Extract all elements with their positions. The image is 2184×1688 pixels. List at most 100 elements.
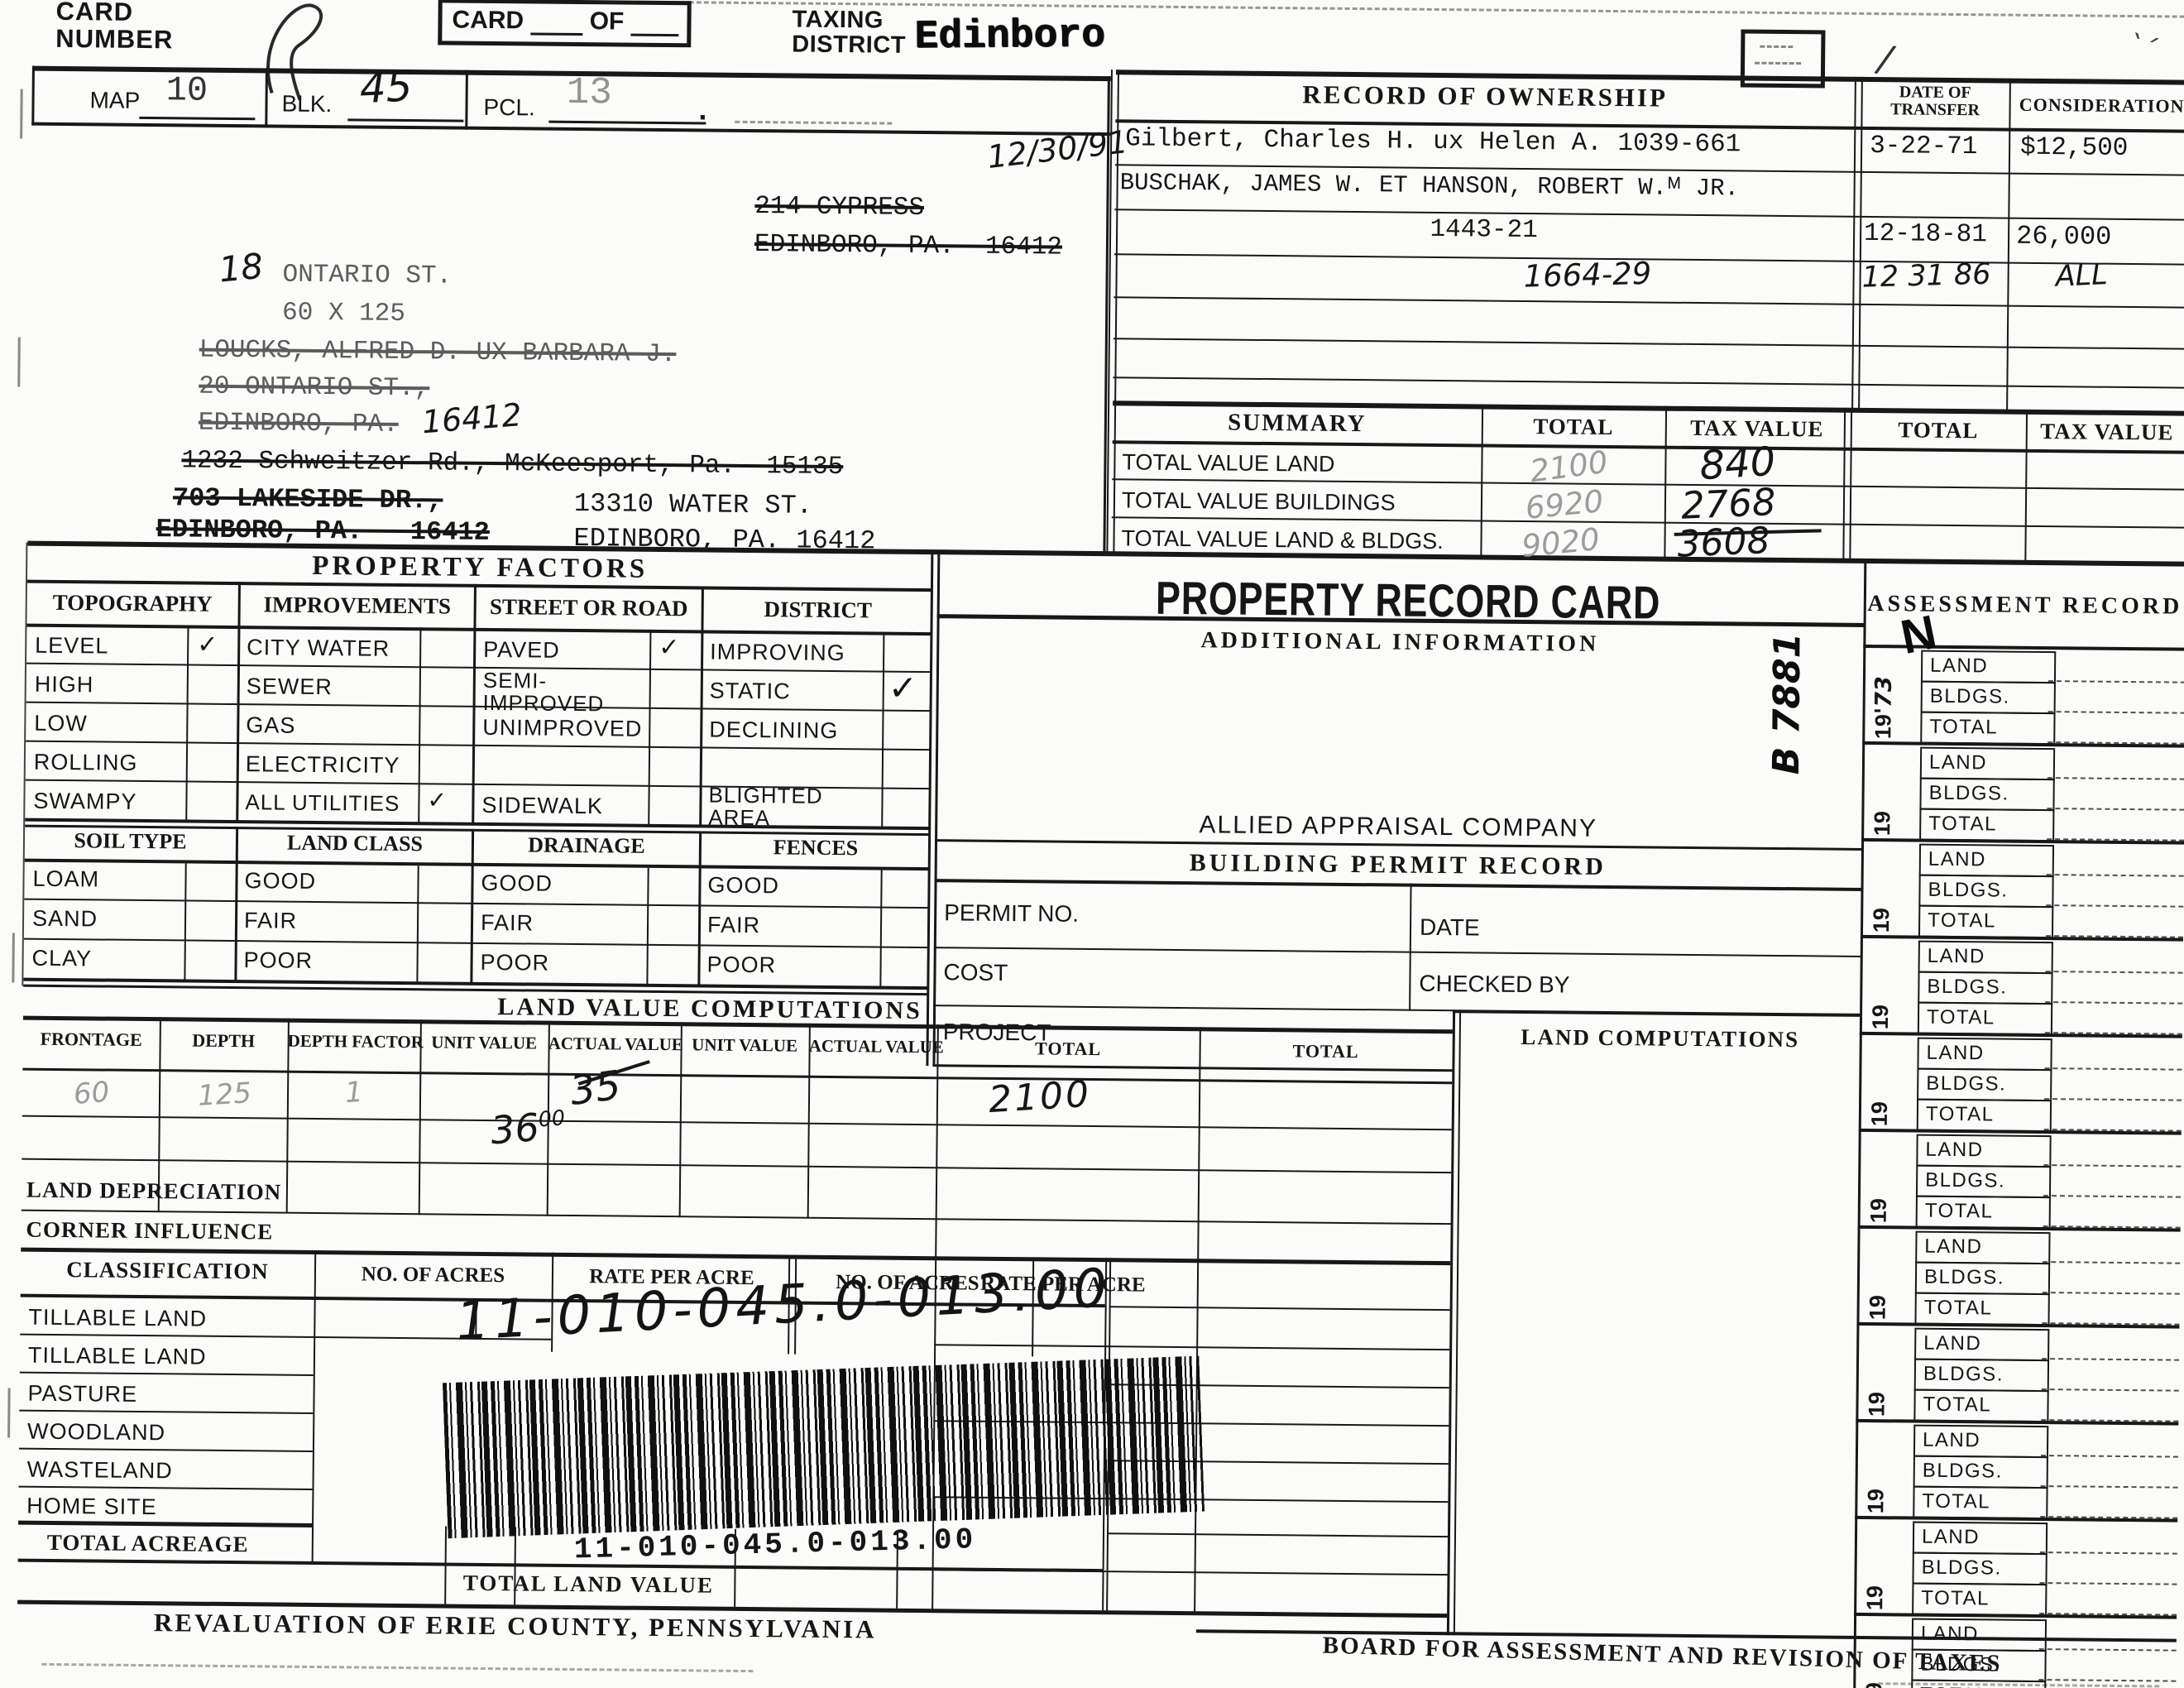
assessment-value-line	[2046, 874, 2184, 877]
lvc-unit-sup: 00	[537, 1105, 567, 1132]
old-address-1: 214 CYPRESS	[754, 192, 925, 223]
soil-header: SOIL TYPE	[74, 828, 187, 854]
ownership-consideration-col: CONSIDERATION	[2019, 94, 2184, 117]
stray-mark-slash: /	[1875, 37, 1894, 81]
assessment-year-prefix: 19	[1866, 1101, 1893, 1127]
assessment-year-label: 19	[1863, 1489, 1889, 1513]
summary-title: SUMMARY	[1227, 409, 1367, 438]
assessment-bldgs-label: BLDGS.	[1911, 1648, 2047, 1683]
of-label: OF	[589, 7, 625, 36]
classification-row: TILLABLE LAND	[27, 1342, 207, 1369]
rule-line	[933, 1005, 1455, 1012]
owner-row-consideration: $12,500	[2019, 132, 2129, 163]
rule-line	[735, 120, 893, 125]
card-number-label: CARD NUMBER	[55, 0, 174, 54]
owner-row-date: 3-22-71	[1869, 131, 1978, 162]
card-of-box: CARD OF	[438, 0, 692, 48]
new-street: 13310 WATER ST.	[573, 487, 813, 521]
assessment-total-label: TOTAL	[1912, 1582, 2048, 1617]
rule-line	[18, 1485, 313, 1490]
owner-row-name-hand: 1664-29	[1523, 255, 1652, 295]
acres-col-header: NO. OF ACRES	[361, 1263, 505, 1288]
assessment-total-label: TOTAL	[1915, 1195, 2051, 1230]
assessment-year-label: 19	[1866, 1295, 1891, 1320]
assessment-year-prefix: 19	[1867, 1004, 1894, 1030]
rule-line	[1113, 376, 2184, 389]
assessment-year-label: 19	[1866, 1198, 1892, 1223]
handwritten-squiggle	[266, 3, 323, 101]
appraisal-company: ALLIED APPRAISAL COMPANY	[1199, 811, 1598, 842]
assessment-value-line	[2043, 1261, 2181, 1264]
factor-item: ELECTRICITY	[245, 751, 400, 778]
blk-label: BLK.	[281, 90, 333, 117]
old-city: EDINBORO, PA.	[198, 408, 399, 439]
card-of-label: CARD	[452, 6, 524, 35]
factor-check: ✓	[427, 786, 448, 814]
assessment-value-line	[2039, 1551, 2177, 1555]
assessment-group: 19 LAND BLDGS. TOTAL	[1855, 1418, 2179, 1523]
rule-line	[139, 116, 256, 121]
cost-label: COST	[943, 959, 1008, 986]
rule-line	[879, 870, 883, 988]
assessment-value-line	[2038, 1679, 2177, 1682]
street-name: ONTARIO ST.	[282, 260, 453, 291]
assessment-value-line	[2044, 1098, 2182, 1101]
lvc-header: ACTUAL VALUE	[808, 1035, 944, 1057]
assessment-land-label: LAND	[1920, 650, 2057, 684]
rule-line	[1106, 1532, 1448, 1538]
owner-row-consideration: 26,000	[2015, 220, 2112, 252]
assessment-value-line	[2046, 904, 2184, 908]
assessment-land-label: LAND	[1918, 940, 2053, 975]
factors-col-topography: TOPOGRAPHY	[52, 589, 213, 616]
assessment-year-label: 19	[1869, 908, 1894, 933]
assessment-group: 19 LAND BLDGS. TOTAL	[1858, 1031, 2182, 1135]
summary-row-label: TOTAL VALUE LAND	[1122, 449, 1335, 477]
old-address-4: 703 LAKESIDE DR.,	[172, 482, 443, 516]
lot-size: 60 X 125	[281, 298, 406, 329]
classification-row: WOODLAND	[26, 1418, 166, 1446]
assessment-bldgs-label: BLDGS.	[1913, 1455, 2048, 1489]
assessment-year-label: 19	[1862, 1585, 1888, 1610]
rule-line	[18, 1520, 313, 1527]
summary-taxvalue-col: TAX VALUE	[1690, 415, 1824, 442]
assessment-group: 19 LAND BLDGS. TOTAL	[1856, 1225, 2181, 1329]
factor-item: SWAMPY	[33, 788, 137, 814]
assessment-year-label: 19	[1868, 1005, 1894, 1029]
assessment-bldgs-label: BLDGS.	[1918, 874, 2054, 909]
rule-line	[12, 933, 15, 983]
factor-item: HIGH	[34, 671, 94, 698]
soil-header: DRAINAGE	[528, 832, 645, 858]
assessment-land-label: LAND	[1917, 1037, 2052, 1072]
classification-row: PASTURE	[27, 1380, 138, 1407]
parcel-barcode	[442, 1355, 1205, 1539]
assessment-total-label: TOTAL	[1916, 1098, 2052, 1133]
rule-line	[932, 1064, 1454, 1072]
assessment-value-line	[2041, 1388, 2179, 1392]
assessment-total-label: TOTAL	[1920, 711, 2056, 746]
pcl-dot: .	[698, 92, 707, 127]
rule-line	[17, 1558, 1103, 1573]
assessment-year-label: 19	[1864, 1392, 1889, 1417]
rule-line	[7, 1388, 11, 1438]
lvc-total-value: 2100	[987, 1072, 1093, 1122]
assessment-land-label: LAND	[1919, 746, 2056, 781]
assessment-year-prefix: 19	[1864, 1391, 1889, 1417]
assessment-total-label: TOTAL	[1917, 1001, 2053, 1036]
factor-item: GAS	[246, 712, 296, 738]
rule-line	[347, 118, 464, 122]
rule-line	[20, 89, 23, 139]
rule-line	[933, 947, 1862, 957]
assessment-value-line	[2039, 1582, 2177, 1585]
assessment-bldgs-label: BLDGS.	[1915, 1164, 2052, 1199]
assessment-land-label: LAND	[1912, 1521, 2048, 1556]
soil-header: LAND CLASS	[286, 830, 424, 856]
summary-total-col: TOTAL	[1533, 414, 1614, 440]
rule-line	[24, 858, 930, 871]
assessment-bldgs-label: BLDGS.	[1920, 680, 2056, 715]
land-depreciation-label: LAND DEPRECIATION	[26, 1177, 282, 1205]
assessment-total-label: TOTAL	[1914, 1292, 2050, 1326]
rule-line	[1113, 338, 2184, 350]
lvc-header: ACTUAL VALUE	[548, 1033, 683, 1055]
rule-line	[1453, 1009, 1462, 1636]
